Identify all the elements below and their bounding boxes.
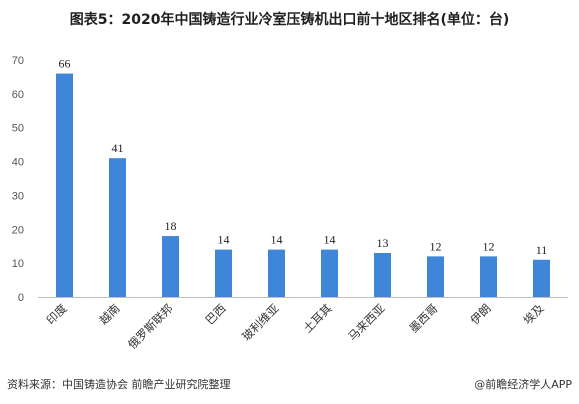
y-tick-label: 10 [12, 258, 24, 270]
data-label: 11 [536, 243, 548, 257]
y-tick-label: 20 [12, 224, 24, 236]
x-tick-label: 墨西哥 [406, 301, 440, 335]
bar [533, 259, 550, 297]
bar [268, 249, 285, 297]
y-tick-label: 40 [12, 157, 24, 169]
bar [427, 256, 444, 297]
data-labels: 66 41 18 14 14 14 13 12 12 11 [59, 57, 548, 257]
data-label: 14 [271, 233, 283, 247]
x-axis-labels: 印度 越南 俄罗斯联邦 巴西 玻利维亚 土耳其 马来西亚 墨西哥 伊朗 埃及 [43, 301, 547, 352]
x-tick-label: 埃及 [520, 301, 547, 328]
y-tick-label: 70 [12, 55, 24, 67]
bar [56, 73, 73, 298]
data-label: 14 [218, 233, 230, 247]
brand-credit: @前瞻经济学人APP [474, 378, 572, 391]
x-tick-label: 马来西亚 [345, 301, 387, 343]
x-tick-label: 伊朗 [467, 301, 493, 327]
data-label: 41 [112, 141, 124, 155]
x-tick-label: 巴西 [202, 301, 228, 327]
data-label: 66 [59, 57, 71, 71]
x-tick-label: 越南 [96, 301, 122, 327]
x-tick-label: 印度 [43, 301, 70, 328]
data-label: 18 [165, 219, 177, 233]
y-tick-label: 0 [18, 292, 24, 304]
bars [56, 73, 550, 298]
y-axis: 0 10 20 30 40 50 60 70 [12, 55, 24, 304]
x-tick-label: 玻利维亚 [239, 301, 281, 343]
data-label: 14 [324, 233, 336, 247]
chart-title: 图表5：2020年中国铸造行业冷室压铸机出口前十地区排名(单位：台) [69, 12, 510, 28]
x-tick-label: 土耳其 [300, 301, 334, 335]
y-tick-label: 60 [12, 89, 24, 101]
bar [162, 236, 179, 297]
bar [109, 158, 126, 297]
y-tick-label: 50 [12, 123, 24, 135]
x-tick-label: 俄罗斯联邦 [125, 301, 176, 352]
source-note: 资料来源：中国铸造协会 前瞻产业研究院整理 [7, 378, 231, 391]
data-label: 12 [483, 239, 495, 253]
y-tick-label: 30 [12, 190, 24, 202]
data-label: 13 [377, 236, 389, 250]
bar [480, 256, 497, 297]
bar [321, 249, 338, 297]
bar [374, 252, 391, 297]
bar [215, 249, 232, 297]
data-label: 12 [430, 239, 442, 253]
